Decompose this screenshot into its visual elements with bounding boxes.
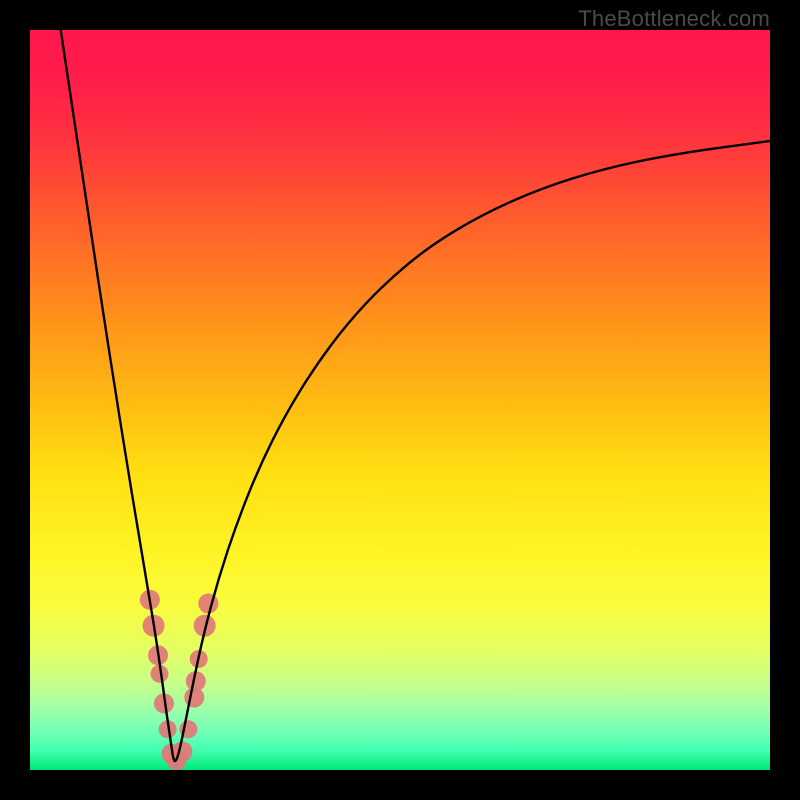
data-marker [198, 594, 218, 614]
data-marker [172, 742, 192, 762]
chart-frame: TheBottleneck.com [0, 0, 800, 800]
watermark-text: TheBottleneck.com [578, 6, 770, 32]
plot-area [30, 30, 770, 770]
curve-layer [30, 30, 770, 770]
